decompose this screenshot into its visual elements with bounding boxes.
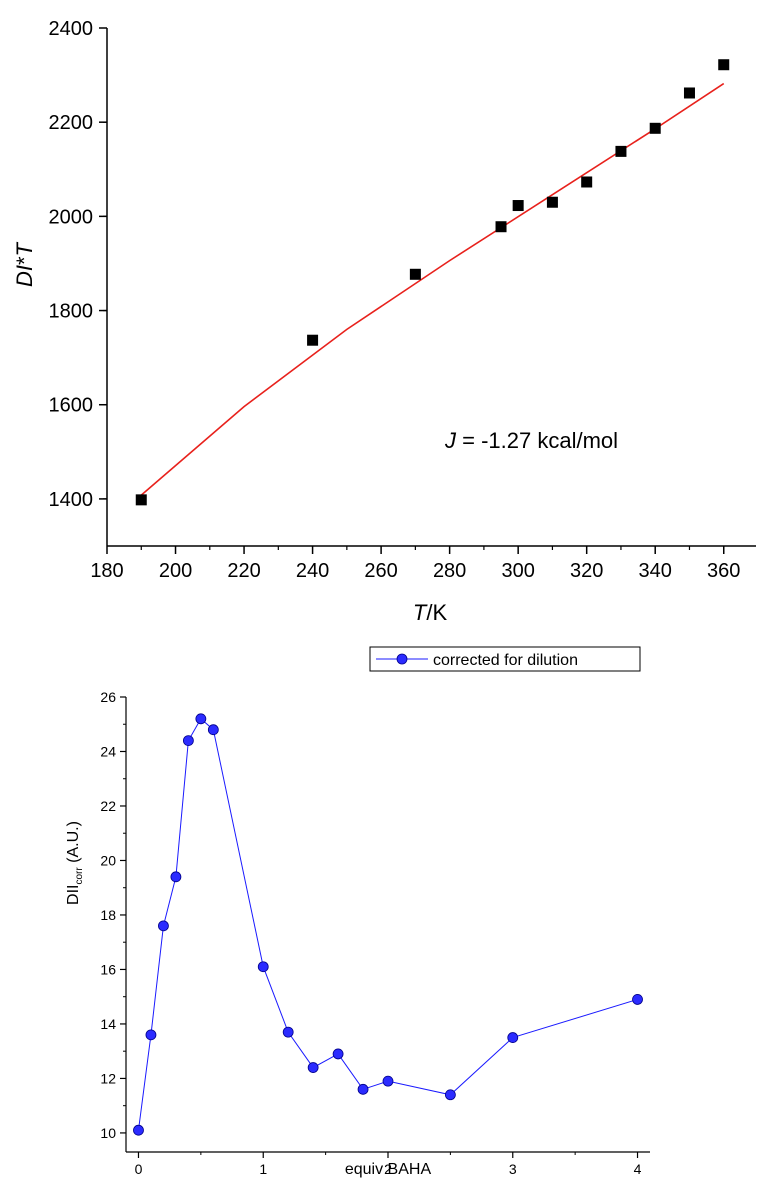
chart1-x-tick-label: 280 [433, 560, 466, 582]
chart1-data-point [718, 59, 730, 71]
chart2-y-tick-label: 20 [100, 852, 116, 868]
legend-marker [396, 653, 408, 665]
chart2-x-tick-label: 1 [259, 1161, 267, 1177]
chart2-data-point [207, 724, 219, 736]
chart2-data-point [307, 1062, 319, 1073]
chart1-data-point [135, 494, 147, 506]
chart2-x-tick-label: 4 [634, 1161, 642, 1177]
chart1-data-point [512, 200, 524, 212]
chart2-data-point [257, 961, 269, 973]
chart2-y-tick-label: 24 [100, 743, 116, 759]
chart1-x-tick-label: 360 [707, 560, 740, 582]
chart1-y-tick-label: 1800 [49, 301, 94, 323]
chart1-y-tick-label: 2000 [49, 206, 94, 228]
chart2-x-tick-label: 3 [509, 1161, 517, 1177]
chart2-y-tick-label: 16 [100, 961, 116, 977]
chart1-data-point [683, 87, 695, 99]
chart2-y-axis-label: DIIcorr (A.U.) [65, 821, 85, 905]
chart2-y-tick-label: 10 [100, 1125, 116, 1141]
chart1-data-point [495, 221, 507, 233]
chart-1: 180 200 220 240 260 280 300 320 340 360 1400 1600 18… [12, 18, 756, 625]
chart1-x-tick-label: 200 [159, 560, 192, 582]
chart2-y-tick-label: 12 [100, 1070, 116, 1086]
chart1-y-tick-label: 2200 [49, 112, 94, 134]
chart2-data-point [282, 1026, 294, 1038]
chart1-y-axis-label: DI*T [12, 241, 37, 287]
chart1-x-tick-label: 220 [227, 560, 260, 582]
chart2-data-point [182, 735, 194, 746]
chart2-data-point [195, 713, 207, 725]
chart2-x-tick-label: 0 [135, 1161, 143, 1177]
chart1-x-tick-label: 240 [296, 560, 329, 582]
chart2-data-point [507, 1032, 519, 1043]
chart2-data-point [357, 1083, 369, 1095]
chart1-data-point [649, 122, 661, 134]
chart2-data-point [170, 871, 182, 883]
chart2-series-line [137, 718, 638, 1131]
chart1-data-point [546, 196, 558, 208]
chart1-y-tick-label: 1600 [49, 395, 94, 417]
chart1-data-point [581, 176, 593, 188]
chart1-x-axis-label: T/K [413, 600, 448, 625]
legend-label: corrected for dilution [433, 652, 578, 669]
chart2-data-point [158, 920, 169, 932]
chart1-data-point [615, 145, 627, 157]
chart2-y-tick-label: 18 [100, 907, 116, 923]
chart1-x-tick-label: 180 [90, 560, 123, 582]
chart2-y-tick-label: 22 [100, 798, 116, 814]
chart2-y-tick-label: 14 [100, 1016, 116, 1032]
chart1-y-tick-label: 1400 [49, 489, 94, 511]
chart2-data-point [133, 1124, 144, 1136]
chart2-data-point [382, 1075, 394, 1087]
chart1-data-point [409, 268, 421, 280]
chart1-annotation: J = -1.27 kcal/mol [444, 428, 618, 453]
chart2-legend: corrected for dilution [369, 646, 641, 672]
chart2-data-point [145, 1029, 157, 1041]
chart1-x-tick-label: 260 [364, 560, 397, 582]
chart1-y-tick-label: 2400 [49, 18, 94, 40]
chart2-data-point [332, 1048, 344, 1060]
chart1-fit-line [140, 82, 725, 496]
chart1-x-tick-label: 320 [570, 560, 603, 582]
chart-2: corrected for dilution 0 1 2 3 4101214161820… [65, 646, 650, 1178]
chart2-x-tick-label: 2 [384, 1161, 392, 1177]
chart2-data-point [632, 994, 643, 1005]
chart2-data-point [444, 1089, 456, 1101]
chart1-x-tick-label: 300 [501, 560, 534, 582]
chart2-x-axis-label: equiv BAHA [345, 1161, 432, 1178]
chart1-data-point [307, 334, 319, 346]
chart2-y-tick-label: 26 [100, 689, 116, 705]
chart1-x-tick-label: 340 [639, 560, 672, 582]
